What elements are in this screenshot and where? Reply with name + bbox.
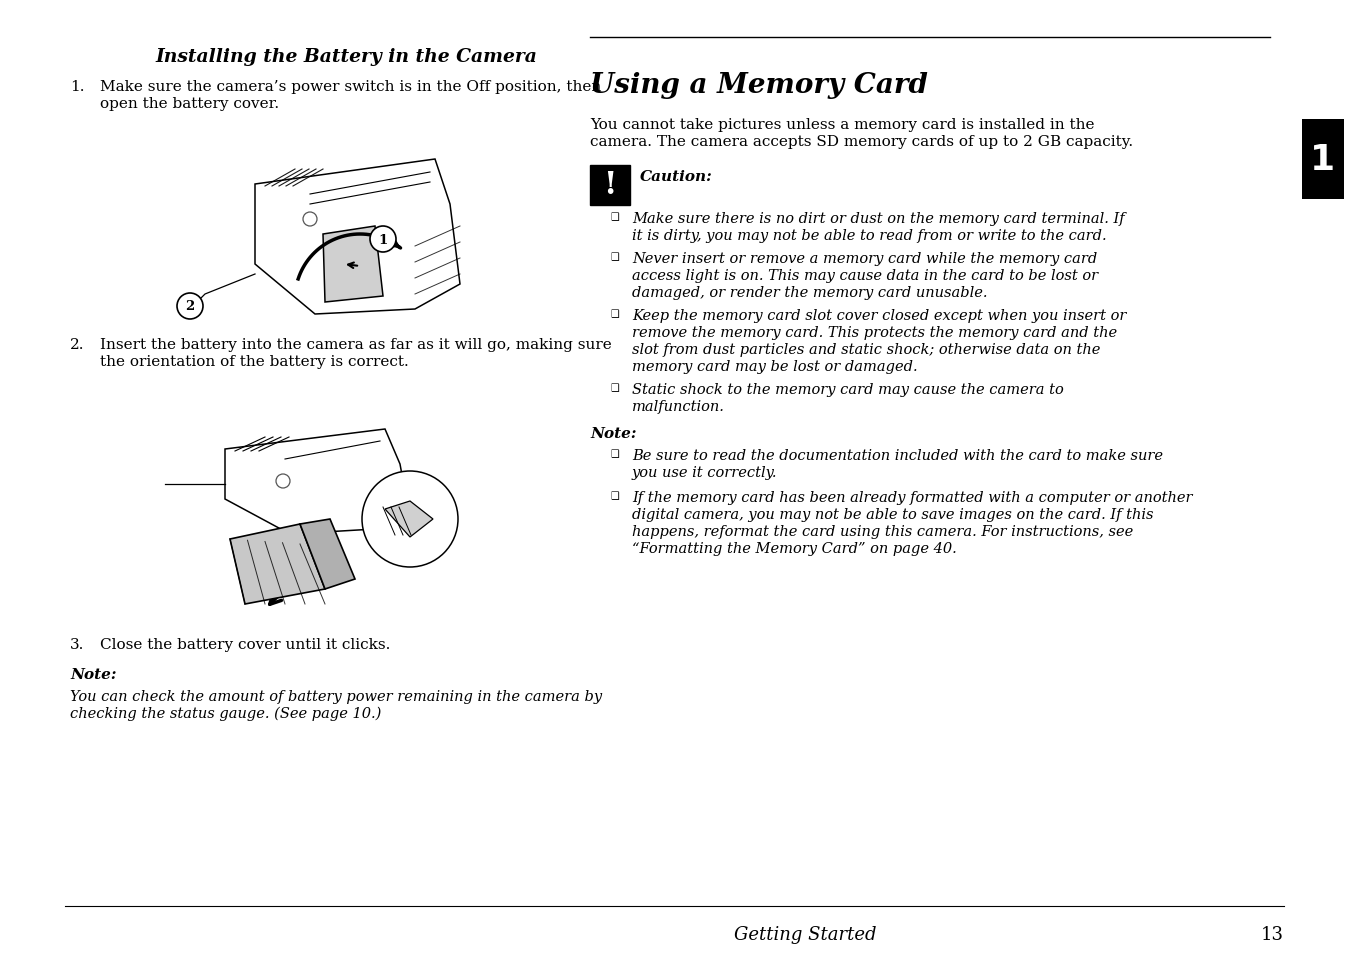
Text: Installing the Battery in the Camera: Installing the Battery in the Camera xyxy=(155,48,537,66)
Bar xyxy=(1302,120,1344,200)
Text: Keep the memory card slot cover closed except when you insert or: Keep the memory card slot cover closed e… xyxy=(631,309,1126,323)
Text: access light is on. This may cause data in the card to be lost or: access light is on. This may cause data … xyxy=(631,269,1098,283)
Text: Static shock to the memory card may cause the camera to: Static shock to the memory card may caus… xyxy=(631,382,1064,396)
Text: Using a Memory Card: Using a Memory Card xyxy=(590,71,928,99)
Text: you use it correctly.: you use it correctly. xyxy=(631,465,777,479)
Text: memory card may be lost or damaged.: memory card may be lost or damaged. xyxy=(631,359,917,374)
Text: If the memory card has been already formatted with a computer or another: If the memory card has been already form… xyxy=(631,491,1193,504)
Circle shape xyxy=(362,472,459,567)
Text: open the battery cover.: open the battery cover. xyxy=(100,97,279,111)
Text: happens, reformat the card using this camera. For instructions, see: happens, reformat the card using this ca… xyxy=(631,524,1133,538)
Text: 2.: 2. xyxy=(70,337,85,352)
Text: Getting Started: Getting Started xyxy=(734,925,877,943)
Text: ❑: ❑ xyxy=(610,212,619,222)
Text: slot from dust particles and static shock; otherwise data on the: slot from dust particles and static shoc… xyxy=(631,343,1101,356)
Text: Note:: Note: xyxy=(590,427,637,440)
Text: “Formatting the Memory Card” on page 40.: “Formatting the Memory Card” on page 40. xyxy=(631,541,956,556)
Text: malfunction.: malfunction. xyxy=(631,399,724,414)
Text: 1: 1 xyxy=(1310,143,1336,177)
Text: ❑: ❑ xyxy=(610,309,619,318)
Text: 1: 1 xyxy=(378,233,387,246)
Text: You cannot take pictures unless a memory card is installed in the: You cannot take pictures unless a memory… xyxy=(590,118,1094,132)
Text: checking the status gauge. (See page 10.): checking the status gauge. (See page 10.… xyxy=(70,706,382,720)
Text: Close the battery cover until it clicks.: Close the battery cover until it clicks. xyxy=(100,638,390,651)
Text: ❑: ❑ xyxy=(610,252,619,262)
Text: Make sure the camera’s power switch is in the Off position, then: Make sure the camera’s power switch is i… xyxy=(100,80,602,94)
Text: Be sure to read the documentation included with the card to make sure: Be sure to read the documentation includ… xyxy=(631,449,1163,462)
Polygon shape xyxy=(322,227,383,303)
Text: damaged, or render the memory card unusable.: damaged, or render the memory card unusa… xyxy=(631,286,987,299)
Polygon shape xyxy=(299,519,355,589)
Text: Make sure there is no dirt or dust on the memory card terminal. If: Make sure there is no dirt or dust on th… xyxy=(631,212,1125,226)
Text: digital camera, you may not be able to save images on the card. If this: digital camera, you may not be able to s… xyxy=(631,507,1153,521)
Text: 13: 13 xyxy=(1261,925,1284,943)
Circle shape xyxy=(177,294,202,319)
Bar xyxy=(590,166,630,206)
Text: 3.: 3. xyxy=(70,638,85,651)
Text: Caution:: Caution: xyxy=(639,170,712,184)
Polygon shape xyxy=(384,501,433,537)
Text: ❑: ❑ xyxy=(610,382,619,393)
Text: it is dirty, you may not be able to read from or write to the card.: it is dirty, you may not be able to read… xyxy=(631,229,1106,243)
Polygon shape xyxy=(229,524,325,604)
Text: Note:: Note: xyxy=(70,667,116,681)
Text: Insert the battery into the camera as far as it will go, making sure: Insert the battery into the camera as fa… xyxy=(100,337,611,352)
Text: camera. The camera accepts SD memory cards of up to 2 GB capacity.: camera. The camera accepts SD memory car… xyxy=(590,135,1133,149)
Text: 1.: 1. xyxy=(70,80,85,94)
Text: ❑: ❑ xyxy=(610,491,619,500)
Text: the orientation of the battery is correct.: the orientation of the battery is correc… xyxy=(100,355,409,369)
Circle shape xyxy=(370,227,397,253)
Text: ❑: ❑ xyxy=(610,449,619,458)
Text: remove the memory card. This protects the memory card and the: remove the memory card. This protects th… xyxy=(631,326,1117,339)
Text: 2: 2 xyxy=(185,300,194,314)
Text: Never insert or remove a memory card while the memory card: Never insert or remove a memory card whi… xyxy=(631,252,1097,266)
Text: You can check the amount of battery power remaining in the camera by: You can check the amount of battery powe… xyxy=(70,689,602,703)
Text: !: ! xyxy=(603,171,616,201)
